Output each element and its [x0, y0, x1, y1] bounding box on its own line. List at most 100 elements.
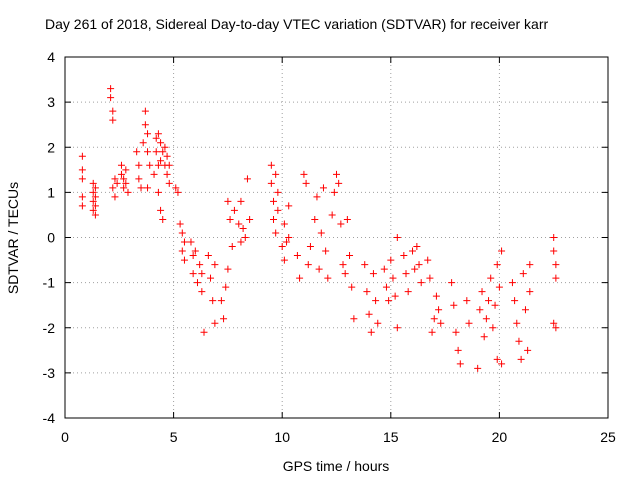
data-point: [78, 166, 86, 174]
data-point: [363, 288, 371, 296]
data-point: [435, 306, 443, 314]
data-point: [165, 161, 173, 169]
data-point: [367, 328, 375, 336]
y-tick-label: -2: [43, 320, 56, 336]
y-tick-label: 0: [47, 230, 55, 246]
data-point: [220, 315, 228, 323]
data-point: [133, 148, 141, 156]
data-point: [432, 292, 440, 300]
data-point: [154, 161, 162, 169]
data-point: [152, 148, 160, 156]
data-point: [550, 234, 558, 241]
data-point: [224, 197, 232, 205]
data-point: [230, 206, 238, 214]
data-point: [285, 202, 293, 210]
data-point: [361, 261, 369, 269]
data-point: [272, 170, 280, 178]
data-point: [237, 238, 245, 246]
data-point: [465, 319, 473, 327]
data-point: [456, 360, 464, 368]
data-point: [404, 288, 412, 296]
data-point: [283, 238, 291, 246]
data-point: [172, 184, 180, 192]
data-point: [270, 215, 278, 223]
data-point: [341, 270, 349, 278]
data-point: [124, 188, 132, 196]
data-point: [339, 261, 347, 269]
data-point: [150, 170, 158, 178]
data-point: [552, 324, 560, 332]
data-point: [209, 297, 217, 305]
data-point: [159, 148, 167, 156]
x-tick-label: 10: [274, 429, 290, 445]
data-point: [517, 355, 525, 363]
data-point: [117, 161, 125, 169]
data-point: [306, 243, 314, 251]
data-point: [91, 202, 99, 210]
data-point: [204, 252, 212, 260]
data-point: [109, 184, 117, 192]
y-axis-label: SDTVAR / TECUs: [5, 182, 21, 294]
data-point: [111, 193, 119, 201]
data-point: [511, 297, 519, 305]
data-point: [117, 170, 125, 178]
data-point: [519, 270, 527, 278]
data-point: [178, 247, 186, 255]
data-point: [350, 315, 358, 323]
y-tick-label: -1: [43, 275, 56, 291]
data-point: [191, 247, 199, 255]
data-point: [402, 270, 410, 278]
data-point: [217, 297, 225, 305]
data-point: [313, 193, 321, 201]
data-point: [161, 143, 169, 151]
data-point: [285, 234, 293, 241]
data-point: [491, 301, 499, 309]
x-axis-label: GPS time / hours: [283, 458, 390, 474]
data-point: [430, 315, 438, 323]
data-point: [89, 179, 97, 187]
data-point: [89, 206, 97, 214]
data-point: [552, 274, 560, 282]
data-point: [193, 279, 201, 287]
data-point: [135, 175, 143, 183]
data-point: [91, 193, 99, 201]
data-point: [198, 270, 206, 278]
data-point: [374, 319, 382, 327]
data-point: [89, 188, 97, 196]
data-point: [487, 274, 495, 282]
data-point: [280, 256, 288, 264]
data-point: [415, 261, 423, 269]
data-point: [135, 161, 143, 169]
data-point: [189, 270, 197, 278]
data-point: [226, 215, 234, 223]
data-point: [346, 252, 354, 260]
data-point: [550, 247, 558, 255]
data-point: [78, 202, 86, 210]
data-point: [180, 238, 188, 246]
data-point: [144, 184, 152, 192]
data-point: [196, 261, 204, 269]
data-point: [228, 243, 236, 251]
data-point: [267, 179, 275, 187]
y-tick-label: -3: [43, 365, 56, 381]
data-point: [317, 229, 325, 237]
y-tick-label: 3: [47, 94, 55, 110]
data-point: [521, 306, 529, 314]
data-point: [157, 157, 165, 165]
data-point: [365, 310, 373, 318]
data-point: [280, 220, 288, 228]
data-point: [495, 283, 503, 291]
data-point: [482, 315, 490, 323]
data-point: [413, 243, 421, 251]
data-points: [78, 85, 560, 372]
data-point: [180, 256, 188, 264]
data-point: [382, 283, 390, 291]
data-point: [424, 256, 432, 264]
data-point: [493, 355, 501, 363]
data-point: [107, 94, 115, 102]
data-point: [120, 184, 128, 192]
data-point: [324, 274, 332, 282]
data-point: [207, 274, 215, 282]
data-point: [157, 139, 165, 147]
data-point: [393, 324, 401, 332]
